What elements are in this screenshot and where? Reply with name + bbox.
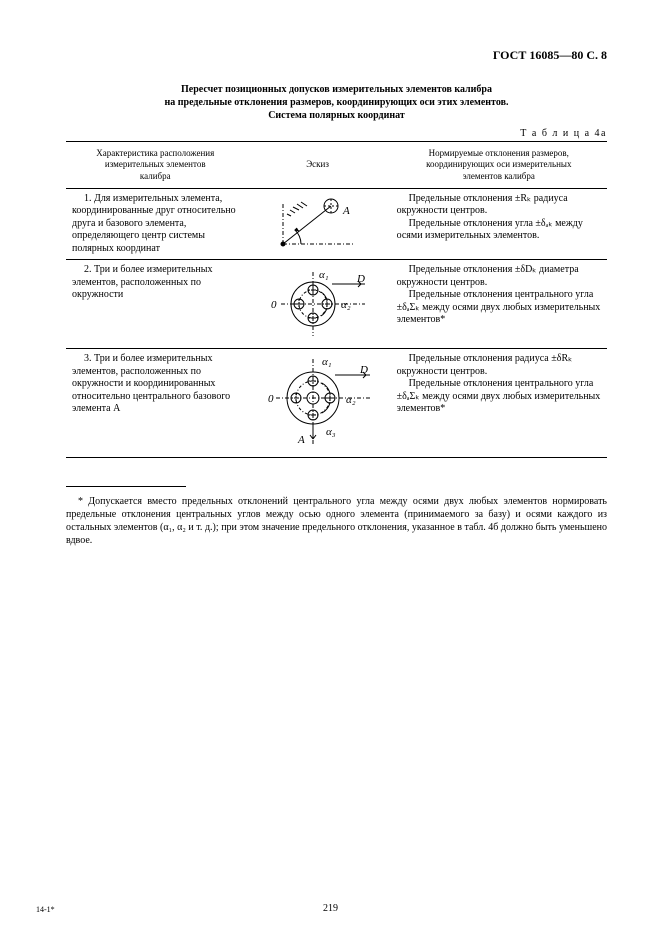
table-row: 3. Три и более измерительных элементов, …	[66, 349, 607, 458]
row1-desc: 1. Для измерительных элемента, координир…	[72, 193, 239, 256]
footnote-separator	[66, 486, 186, 487]
col-header-characteristic: Характеристика расположения измерительны…	[66, 142, 245, 189]
sketch-2: α₁ α₂ D 0	[263, 264, 373, 344]
page-number: 219	[0, 903, 661, 914]
sketch2-a1: α₁	[319, 269, 329, 281]
row3-norm-a: Предельные отклонения радиуса ±δRₖ окруж…	[397, 353, 601, 378]
sketch3-a1: α₁	[322, 356, 332, 368]
col-header-norms: Нормируемые отклонения размеров, координ…	[391, 142, 607, 189]
sketch3-a3: α₃	[326, 426, 336, 438]
row1-norm-b: Предельные отклонения угла ±δₐₖ между ос…	[397, 218, 601, 243]
document-code: ГОСТ 16085—80 С. 8	[66, 48, 607, 63]
title-line-2: на предельные отклонения размеров, коорд…	[66, 96, 607, 109]
title-block: Пересчет позиционных допусков измеритель…	[66, 83, 607, 122]
title-line-1: Пересчет позиционных допусков измеритель…	[66, 83, 607, 96]
sketch3-D: D	[359, 364, 368, 376]
row3-desc: 3. Три и более измерительных элементов, …	[72, 353, 239, 416]
row2-norm-b: Предельные отклонения центрального угла …	[397, 289, 601, 327]
sketch-3: α₁ α₂ α₃ D 0 A	[258, 353, 378, 453]
sketch2-D: D	[356, 273, 365, 285]
row3-norm-b: Предельные отклонения центрального угла …	[397, 378, 601, 416]
sketch3-a2: α₂	[346, 394, 356, 406]
row1-norm-a: Предельные отклонения ±Rₖ радиуса окружн…	[397, 193, 601, 218]
footnote-text: * Допускается вместо предельных отклонен…	[66, 495, 607, 547]
sketch-1: A	[273, 194, 363, 254]
title-line-3: Система полярных координат	[66, 109, 607, 122]
table-row: 2. Три и более измерительных элементов, …	[66, 260, 607, 349]
sketch2-O: 0	[271, 299, 277, 311]
tolerances-table: Характеристика расположения измерительны…	[66, 141, 607, 458]
col-header-sketch: Эскиз	[245, 142, 391, 189]
sketch3-O: 0	[268, 393, 274, 405]
sketch3-A: A	[297, 434, 305, 446]
sketch-label-A: A	[342, 205, 350, 217]
sketch2-a2: α₂	[341, 299, 351, 311]
row2-desc: 2. Три и более измерительных элементов, …	[72, 264, 239, 302]
table-row: 1. Для измерительных элемента, координир…	[66, 188, 607, 260]
row2-norm-a: Предельные отклонения ±δDₖ диаметра окру…	[397, 264, 601, 289]
table-number-label: Т а б л и ц а 4а	[66, 128, 607, 139]
